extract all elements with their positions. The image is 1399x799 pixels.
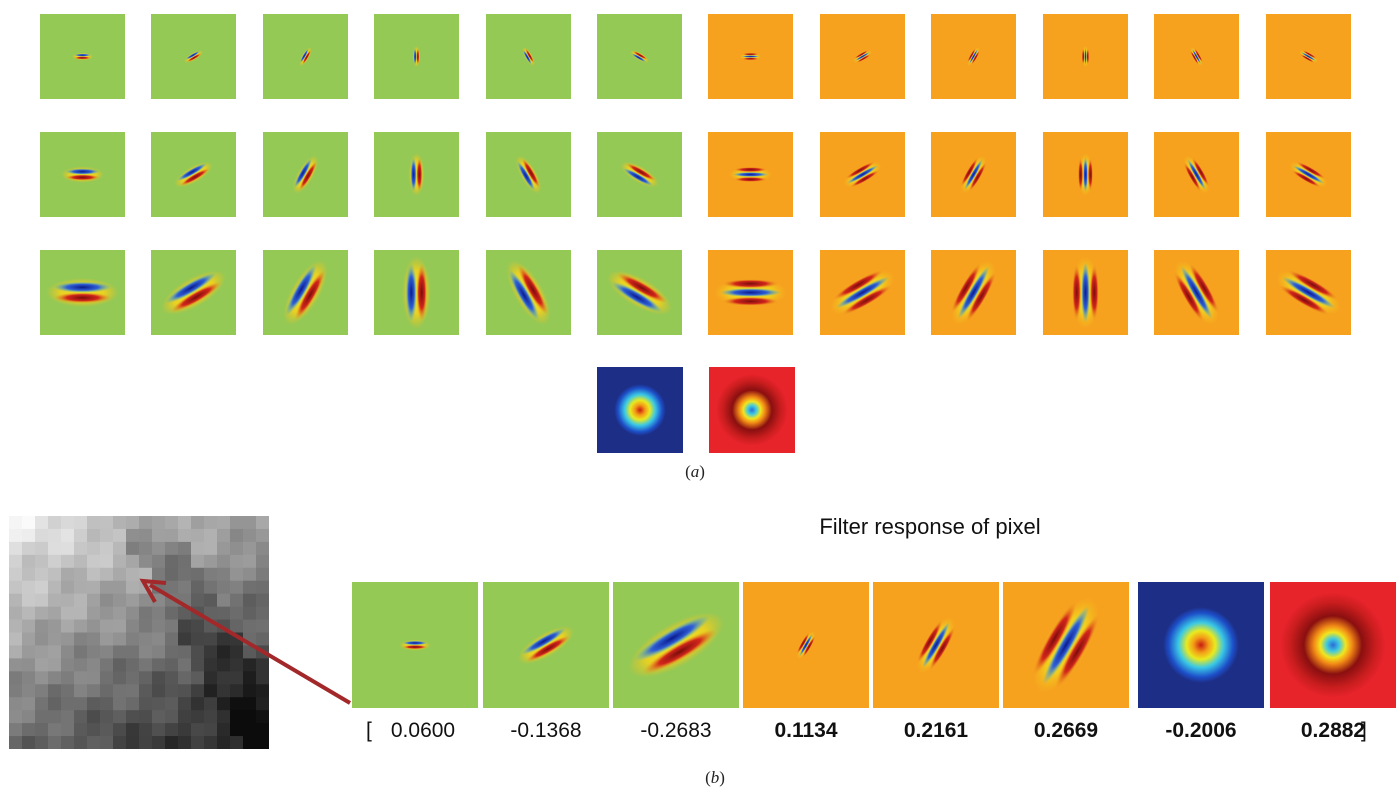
filter-edge-s2-o90 (374, 132, 459, 217)
response-filter-6 (1003, 582, 1129, 708)
response-filter-7 (1138, 582, 1264, 708)
filter-edge-s3-o150 (597, 250, 682, 335)
response-filter-8 (1270, 582, 1396, 708)
filter-bar-s3-o0 (708, 250, 793, 335)
filter-bar-s1-o150 (1266, 14, 1351, 99)
filter-log (709, 367, 795, 453)
filter-bar-s1-o60 (931, 14, 1016, 99)
filter-bar-s3-o60 (931, 250, 1016, 335)
filter-edge-s3-o0 (40, 250, 125, 335)
response-filter-5 (873, 582, 999, 708)
response-title: Filter response of pixel (819, 514, 1041, 539)
filter-bar-s3-o90 (1043, 250, 1128, 335)
response-value-4: 0.1134 (774, 719, 838, 742)
response-value-8: 0.2882 (1300, 719, 1366, 742)
close-bracket: ] (1361, 719, 1367, 742)
filter-edge-s1-o150 (597, 14, 682, 99)
filter-edge-s2-o0 (40, 132, 125, 217)
filter-edge-s1-o0 (40, 14, 125, 99)
filter-bar-s2-o120 (1154, 132, 1239, 217)
open-bracket: [ (366, 719, 372, 742)
filter-bar-s1-o0 (708, 14, 793, 99)
filter-bar-s2-o90 (1043, 132, 1128, 217)
filter-edge-s1-o120 (486, 14, 571, 99)
response-filter-4 (743, 582, 869, 708)
filter-bar-s2-o0 (708, 132, 793, 217)
filter-bar-s1-o30 (820, 14, 905, 99)
filter-edge-s1-o60 (263, 14, 348, 99)
response-filter-3 (613, 582, 739, 708)
filter-edge-s3-o30 (151, 250, 236, 335)
filter-edge-s3-o120 (486, 250, 571, 335)
response-filter-1 (352, 582, 478, 708)
filter-gaussian (597, 367, 683, 453)
filter-edge-s3-o60 (263, 250, 348, 335)
response-value-7: -0.2006 (1165, 719, 1237, 742)
response-value-1: 0.0600 (390, 719, 456, 742)
filter-edge-s2-o120 (486, 132, 571, 217)
filter-edge-s1-o30 (151, 14, 236, 99)
filter-bar-s2-o60 (931, 132, 1016, 217)
filter-bar-s2-o30 (820, 132, 905, 217)
response-filter-2 (483, 582, 609, 708)
filter-bar-s2-o150 (1266, 132, 1351, 217)
response-value-5: 0.2161 (903, 719, 969, 742)
image-patch (9, 516, 269, 749)
caption-a: (a) (685, 462, 705, 481)
filter-bar-s3-o30 (820, 250, 905, 335)
filter-bar-s1-o90 (1043, 14, 1128, 99)
filter-edge-s2-o30 (151, 132, 236, 217)
caption-b: (b) (705, 768, 725, 787)
filter-bar-s3-o120 (1154, 250, 1239, 335)
response-value-2: -0.1368 (510, 719, 582, 742)
filter-bar-s1-o120 (1154, 14, 1239, 99)
response-value-6: 0.2669 (1033, 719, 1099, 742)
filter-edge-s2-o60 (263, 132, 348, 217)
filter-edge-s3-o90 (374, 250, 459, 335)
filter-bar-s3-o150 (1266, 250, 1351, 335)
response-value-3: -0.2683 (640, 719, 712, 742)
filter-edge-s2-o150 (597, 132, 682, 217)
filter-edge-s1-o90 (374, 14, 459, 99)
